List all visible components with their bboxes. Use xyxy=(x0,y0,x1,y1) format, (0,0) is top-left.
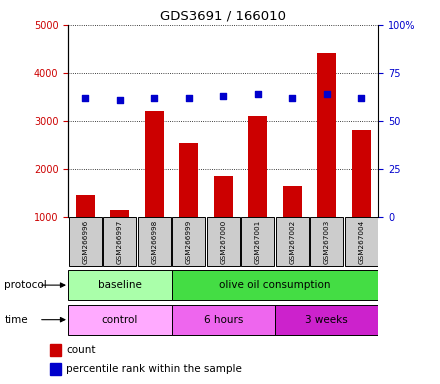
Text: GSM266997: GSM266997 xyxy=(117,220,123,264)
Text: GSM267002: GSM267002 xyxy=(289,220,295,264)
Text: GSM266998: GSM266998 xyxy=(151,220,158,264)
FancyBboxPatch shape xyxy=(276,217,309,266)
Text: GSM267003: GSM267003 xyxy=(324,220,330,264)
FancyBboxPatch shape xyxy=(207,217,240,266)
Point xyxy=(82,95,89,101)
Point xyxy=(116,97,123,103)
FancyBboxPatch shape xyxy=(172,217,205,266)
Text: 3 weeks: 3 weeks xyxy=(305,314,348,325)
Text: protocol: protocol xyxy=(4,280,47,290)
Text: olive oil consumption: olive oil consumption xyxy=(219,280,331,290)
Bar xyxy=(50,363,61,375)
Text: GSM267004: GSM267004 xyxy=(358,220,364,264)
Point xyxy=(358,95,365,101)
FancyBboxPatch shape xyxy=(172,305,275,335)
FancyBboxPatch shape xyxy=(310,217,343,266)
Bar xyxy=(352,130,370,265)
Bar xyxy=(317,53,336,265)
Point xyxy=(323,91,330,97)
FancyBboxPatch shape xyxy=(68,305,172,335)
FancyBboxPatch shape xyxy=(172,270,378,300)
Title: GDS3691 / 166010: GDS3691 / 166010 xyxy=(160,9,286,22)
Bar xyxy=(180,142,198,265)
FancyBboxPatch shape xyxy=(345,217,378,266)
Bar xyxy=(110,210,129,265)
FancyBboxPatch shape xyxy=(241,217,274,266)
Bar xyxy=(50,344,61,356)
Point xyxy=(151,95,158,101)
Text: 6 hours: 6 hours xyxy=(204,314,243,325)
Point xyxy=(254,91,261,97)
Text: GSM266996: GSM266996 xyxy=(82,220,88,264)
Text: GSM266999: GSM266999 xyxy=(186,220,192,264)
Text: percentile rank within the sample: percentile rank within the sample xyxy=(66,364,242,374)
FancyBboxPatch shape xyxy=(275,305,378,335)
Text: count: count xyxy=(66,345,95,355)
Text: time: time xyxy=(4,314,28,325)
Text: GSM267001: GSM267001 xyxy=(255,220,261,264)
FancyBboxPatch shape xyxy=(68,270,172,300)
Point xyxy=(289,95,296,101)
Bar xyxy=(76,195,95,265)
Text: GSM267000: GSM267000 xyxy=(220,220,226,264)
FancyBboxPatch shape xyxy=(103,217,136,266)
FancyBboxPatch shape xyxy=(69,217,102,266)
Point xyxy=(185,95,192,101)
Text: baseline: baseline xyxy=(98,280,142,290)
FancyBboxPatch shape xyxy=(138,217,171,266)
Bar xyxy=(248,116,267,265)
Bar xyxy=(214,176,233,265)
Bar xyxy=(145,111,164,265)
Text: control: control xyxy=(102,314,138,325)
Point xyxy=(220,93,227,99)
Bar xyxy=(283,186,302,265)
